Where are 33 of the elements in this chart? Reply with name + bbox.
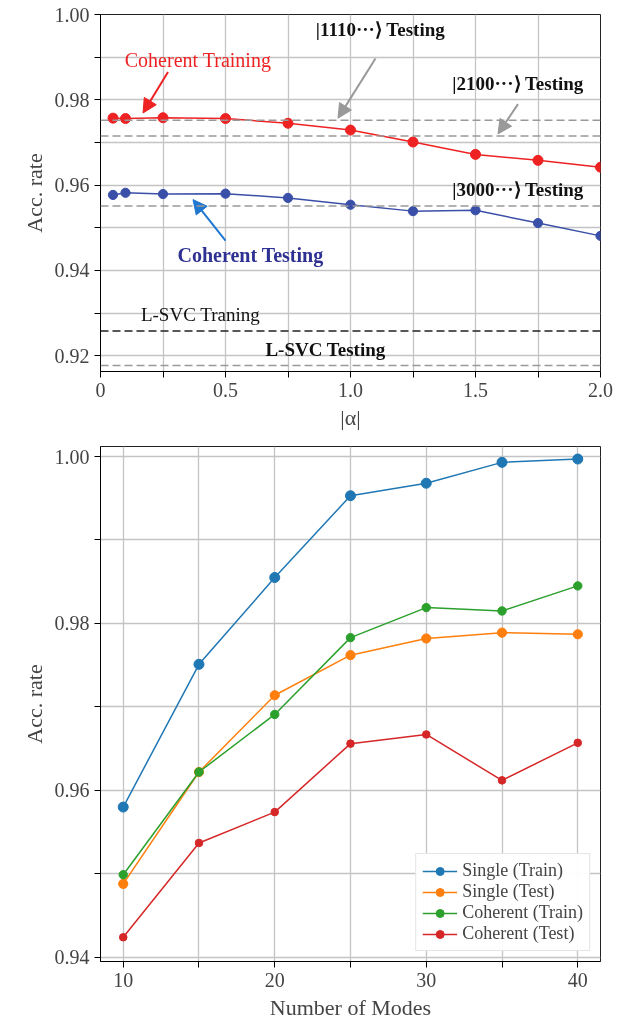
ref-line-label: |2100···⟩ Testing <box>452 73 584 95</box>
legend-label: Single (Test) <box>462 881 555 902</box>
y-tick-label: 0.96 <box>54 779 90 802</box>
y-tick-label: 0.98 <box>54 88 90 111</box>
y-tick-label: 0.94 <box>54 259 90 282</box>
y-axis-title: Acc. rate <box>21 153 47 233</box>
x-tick-label: 0 <box>95 378 106 401</box>
y-tick-label: 0.98 <box>54 612 90 635</box>
x-axis-title: |α| <box>340 404 361 430</box>
legend-label: Coherent (Train) <box>462 902 583 923</box>
y-axis-title: Acc. rate <box>21 664 47 744</box>
legend-label: Single (Train) <box>462 860 564 881</box>
x-tick-label: 40 <box>567 968 588 991</box>
x-tick-label: 2.0 <box>588 378 613 401</box>
text: Coherent Testing <box>177 244 324 268</box>
x-axis-title: Number of Modes <box>269 994 432 1020</box>
y-tick-label: 0.94 <box>54 946 90 969</box>
ref-line-label: |1110···⟩ Testing <box>315 19 446 41</box>
x-tick-label: 1.0 <box>338 378 363 401</box>
x-tick-label: 1.5 <box>463 378 488 401</box>
x-tick-label: 20 <box>264 968 285 991</box>
x-tick-label: 10 <box>113 968 134 991</box>
y-tick-label: 1.00 <box>54 445 90 468</box>
legend-label: Coherent (Test) <box>462 923 575 944</box>
x-tick-label: 0.5 <box>213 378 238 401</box>
ref-line-label: L-SVC Testing <box>265 338 386 360</box>
ref-line-label: |3000···⟩ Testing <box>452 179 584 201</box>
ref-line-label: L-SVC Traning <box>140 303 261 325</box>
x-tick-label: 30 <box>416 968 437 991</box>
y-tick-label: 0.92 <box>54 344 90 367</box>
y-tick-label: 0.96 <box>54 174 90 197</box>
y-tick-label: 1.00 <box>54 3 90 26</box>
text: Coherent Training <box>124 49 271 73</box>
